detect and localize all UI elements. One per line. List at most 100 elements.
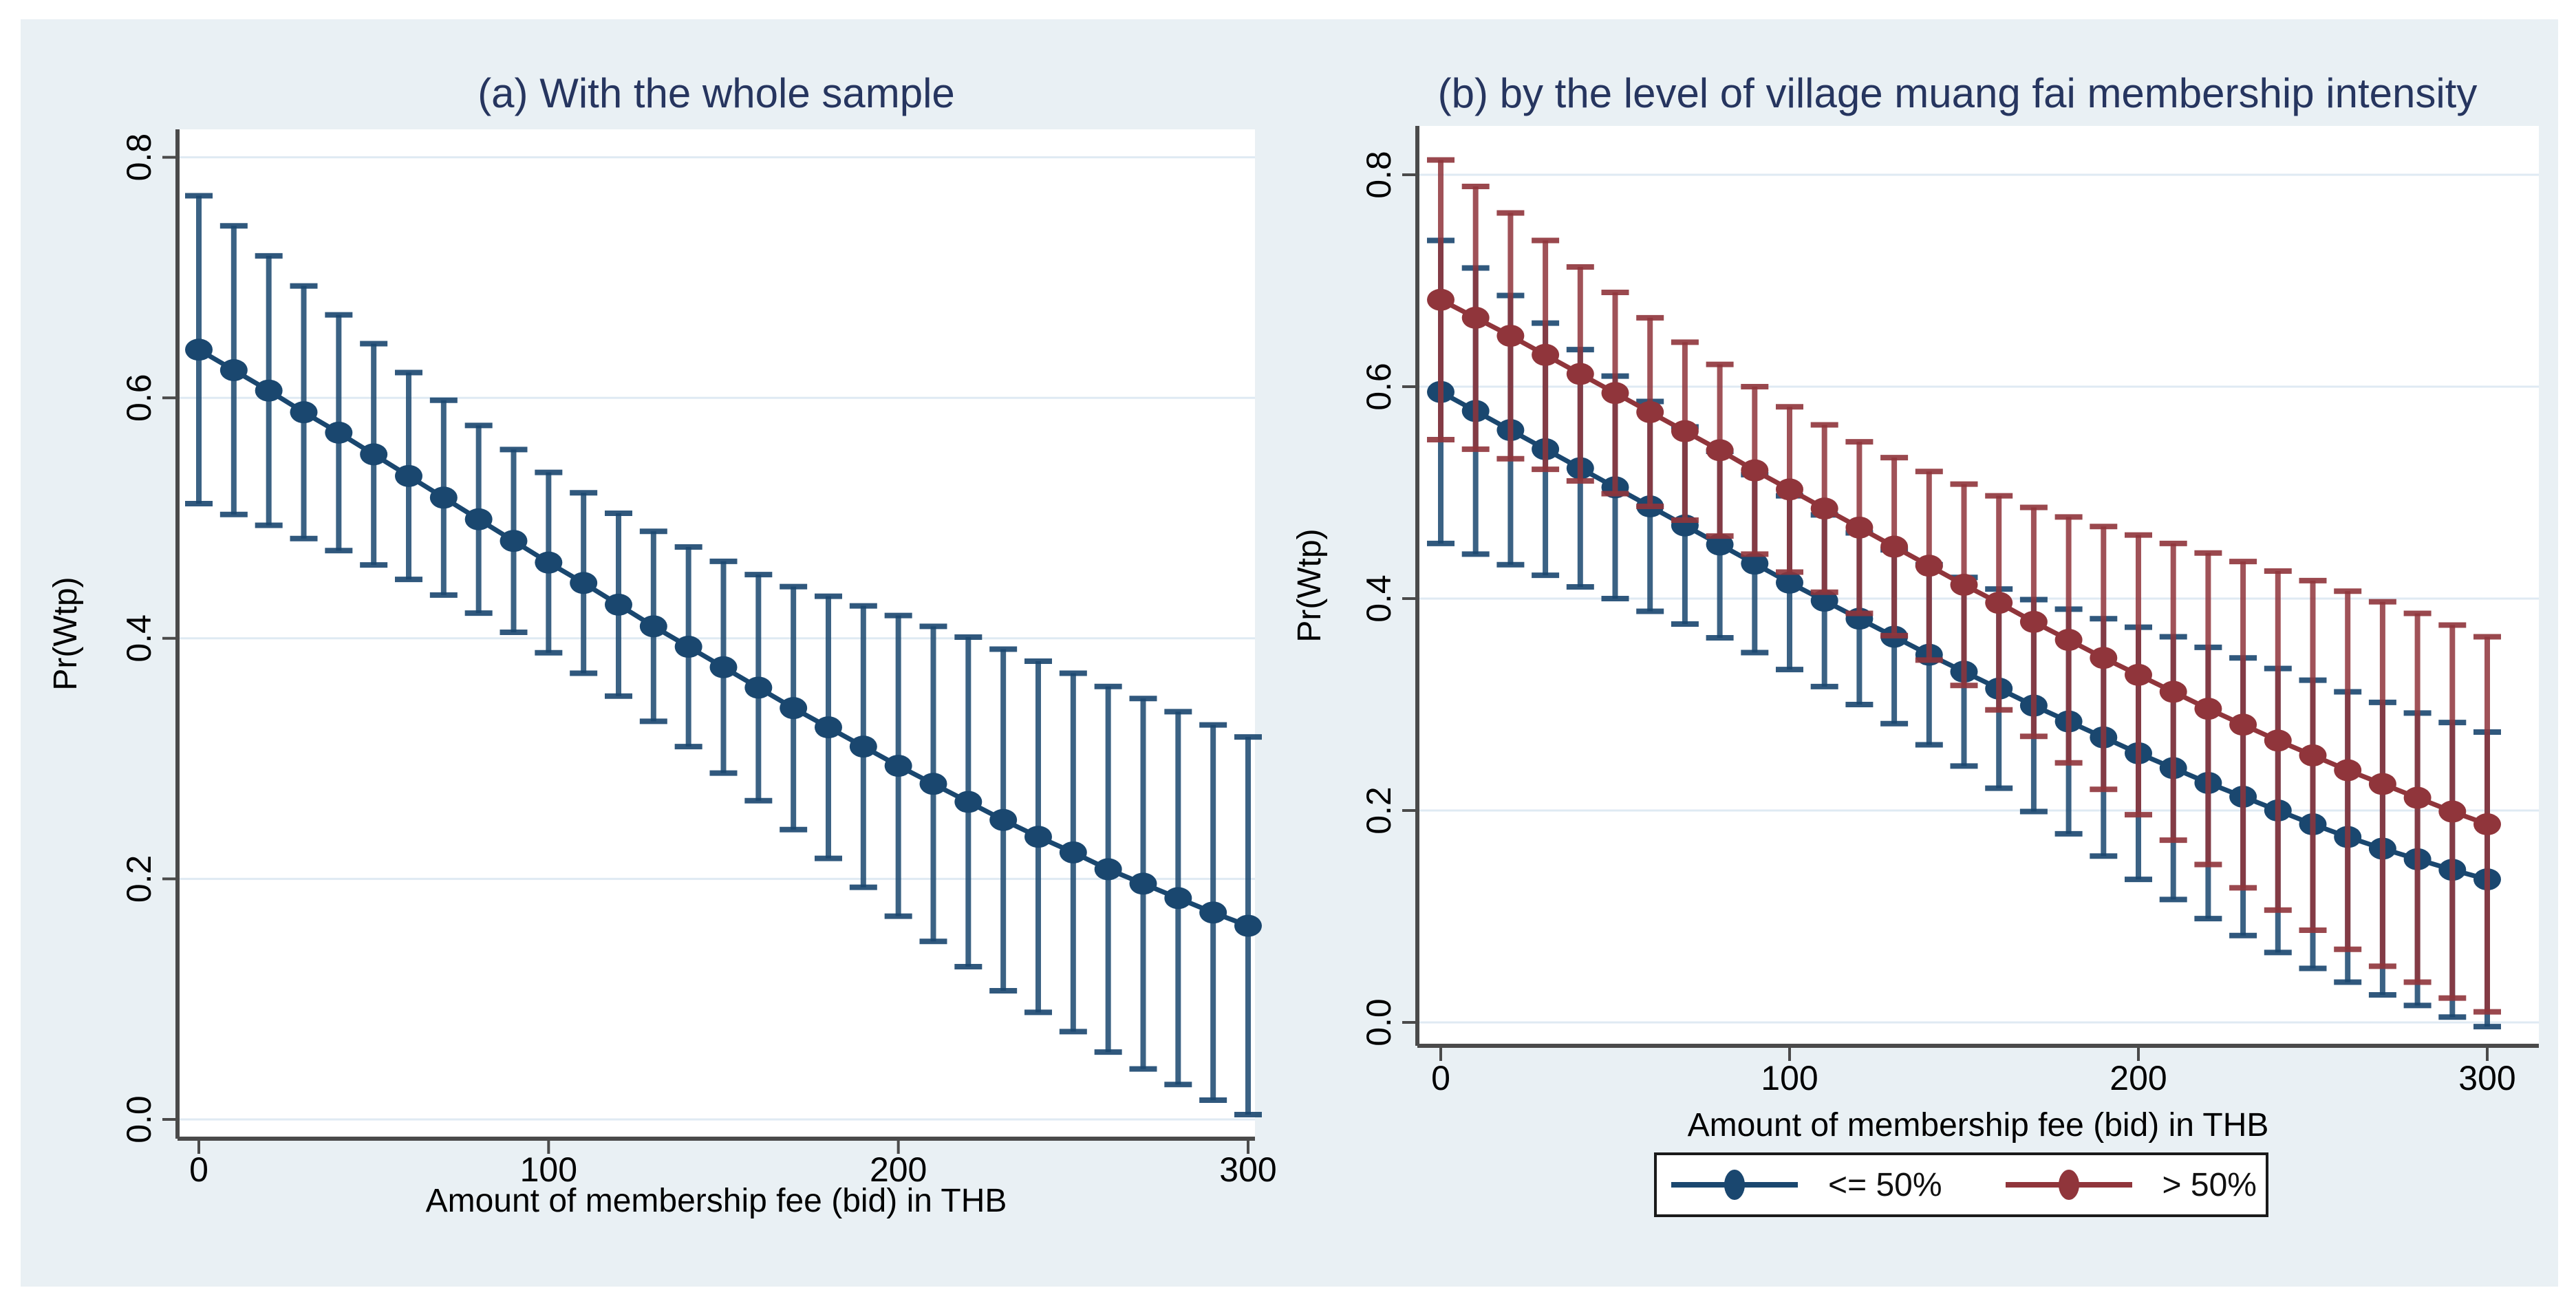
- data-point: [1776, 478, 1803, 501]
- data-point: [2125, 663, 2152, 686]
- legend-entry-gt50: > 50%: [2000, 1166, 2257, 1204]
- data-point: [1950, 573, 1978, 596]
- data-point: [219, 358, 248, 381]
- x-tick-label: 200: [2110, 1059, 2167, 1097]
- data-point: [500, 530, 528, 552]
- data-point: [1461, 306, 1490, 329]
- y-tick-label: 0.4: [120, 614, 158, 663]
- y-tick-label: 0.6: [120, 374, 158, 422]
- data-point: [919, 773, 947, 795]
- data-point: [1024, 826, 1052, 848]
- data-point: [709, 656, 738, 678]
- legend-label-gt50: > 50%: [2162, 1166, 2257, 1203]
- data-point: [1129, 872, 1157, 895]
- data-point: [884, 755, 912, 777]
- data-point: [2090, 647, 2118, 669]
- y-tick-label: 0.4: [1360, 575, 1398, 623]
- data-point: [535, 551, 563, 574]
- data-point: [2473, 813, 2501, 836]
- data-point: [1741, 552, 1769, 575]
- data-point: [1671, 420, 1699, 442]
- y-tick-label: 0.0: [1360, 998, 1398, 1046]
- y-tick-label: 0.0: [120, 1095, 158, 1143]
- data-point: [1845, 516, 1874, 539]
- data-point: [1566, 363, 1594, 385]
- legend-label-le50: <= 50%: [1828, 1166, 1942, 1203]
- data-point: [639, 615, 667, 638]
- y-tick-label: 0.8: [1360, 151, 1398, 199]
- plot-area: [1417, 126, 2539, 1046]
- data-point: [2438, 800, 2467, 823]
- legend-marker-gt50-icon: [2005, 1170, 2132, 1200]
- data-point: [1810, 590, 1838, 612]
- legend-box: <= 50% > 50%: [1654, 1152, 2268, 1217]
- data-point: [989, 808, 1018, 831]
- data-point: [429, 486, 458, 509]
- data-point: [570, 572, 598, 594]
- data-point: [1234, 914, 1262, 937]
- data-point: [1776, 571, 1803, 594]
- data-point: [1094, 858, 1122, 881]
- x-tick-label: 0: [1431, 1059, 1450, 1097]
- data-point: [255, 379, 283, 402]
- data-point: [2368, 773, 2396, 795]
- data-point: [1496, 325, 1525, 347]
- data-point: [2159, 680, 2187, 703]
- panel-b: 0.0 0.2 0.4 0.6 0.8 0 100 200 300: [1360, 126, 2539, 1097]
- x-tick-label: 100: [1761, 1059, 1818, 1097]
- panel-a: 0.0 0.2 0.4 0.6 0.8 0 100 200 300: [120, 129, 1277, 1189]
- data-point: [780, 697, 808, 720]
- panel-b-title: (b) by the level of village muang fai me…: [1437, 70, 2478, 116]
- data-point: [2019, 610, 2048, 633]
- x-tick-label: 300: [2458, 1059, 2515, 1097]
- panel-a-x-axis-title: Amount of membership fee (bid) in THB: [425, 1183, 1007, 1219]
- data-point: [185, 339, 213, 361]
- panel-a-title: (a) With the whole sample: [477, 70, 955, 116]
- data-point: [325, 421, 353, 444]
- data-point: [2264, 729, 2292, 752]
- data-point: [1880, 535, 1909, 558]
- data-point: [1706, 439, 1734, 462]
- data-point: [1059, 841, 1087, 863]
- data-point: [1741, 459, 1769, 482]
- data-point: [1985, 592, 2013, 614]
- data-point: [604, 593, 632, 616]
- data-point: [2299, 744, 2327, 766]
- data-point: [1915, 555, 1943, 577]
- x-tick-label: 200: [870, 1150, 927, 1189]
- x-tick-label: 0: [189, 1150, 208, 1189]
- data-point: [814, 716, 842, 739]
- data-point: [2403, 786, 2432, 809]
- y-tick-label: 0.8: [120, 133, 158, 182]
- panel-b-x-axis-title: Amount of membership fee (bid) in THB: [1687, 1107, 2269, 1143]
- data-point: [1199, 901, 1227, 924]
- data-point: [360, 443, 388, 466]
- data-point: [2334, 759, 2362, 782]
- y-tick-label: 0.2: [1360, 786, 1398, 835]
- data-point: [849, 735, 877, 758]
- y-tick-label: 0.6: [1360, 363, 1398, 411]
- legend-marker-le50-icon: [1671, 1170, 1799, 1200]
- data-point: [744, 676, 773, 699]
- panel-b-y-axis-title: Pr(Wtp): [1291, 528, 1328, 643]
- series-pr-wtp-whole-sample: [185, 193, 1262, 1118]
- data-point: [1810, 497, 1838, 520]
- x-tick-label: 100: [520, 1150, 577, 1189]
- data-point: [1706, 533, 1734, 556]
- data-point: [2194, 698, 2222, 720]
- x-tick-label: 300: [1219, 1150, 1276, 1189]
- data-point: [1427, 288, 1455, 311]
- y-tick-label: 0.2: [120, 855, 158, 903]
- series--50-: [1427, 157, 2501, 1015]
- data-point: [2054, 629, 2083, 652]
- data-point: [290, 401, 318, 424]
- panel-a-y-axis-title: Pr(Wtp): [47, 577, 84, 691]
- data-point: [2229, 713, 2257, 736]
- data-point: [394, 464, 422, 487]
- data-point: [1164, 887, 1192, 910]
- legend-entry-le50: <= 50%: [1666, 1166, 1942, 1204]
- plot-area: [178, 129, 1255, 1139]
- data-point: [464, 508, 493, 530]
